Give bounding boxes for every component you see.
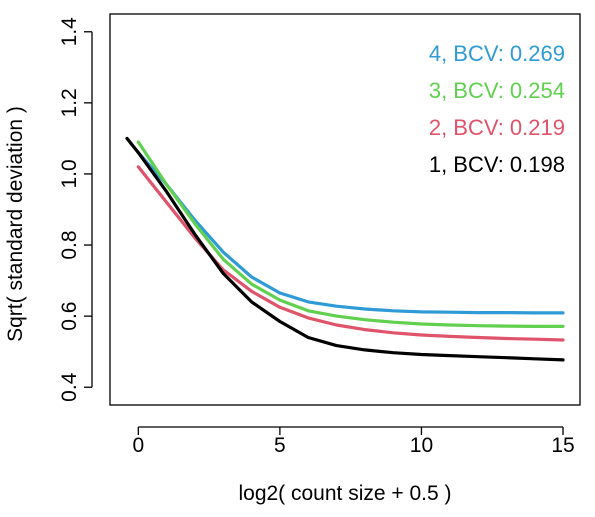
y-axis-label: Sqrt( standard deviation )	[4, 106, 27, 342]
y-tick-label: 0.6	[58, 302, 81, 331]
legend-entry: 3, BCV: 0.254	[429, 78, 565, 103]
x-tick-label: 0	[132, 434, 144, 457]
y-tick-label: 1.2	[58, 88, 81, 117]
x-tick-label: 5	[274, 434, 286, 457]
series-line	[136, 151, 565, 315]
y-tick-label: 1.0	[58, 159, 81, 188]
series-line	[125, 136, 565, 362]
x-axis: 0 5 10 15	[132, 426, 575, 457]
y-axis: 0.4 0.6 0.8 1.0 1.2 1.4	[58, 17, 93, 402]
y-tick-label: 0.4	[58, 372, 81, 402]
series-layer	[125, 136, 565, 362]
x-axis-label: log2( count size + 0.5 )	[238, 482, 451, 505]
y-tick-label: 1.4	[58, 17, 81, 47]
plot-frame	[109, 13, 581, 406]
y-tick-label: 0.8	[58, 230, 81, 259]
legend: 4, BCV: 0.269 3, BCV: 0.254 2, BCV: 0.219 1…	[429, 41, 565, 177]
legend-entry: 2, BCV: 0.219	[429, 115, 565, 140]
x-tick-label: 10	[410, 434, 433, 457]
legend-entry: 1, BCV: 0.198	[429, 152, 565, 177]
x-tick-label: 15	[551, 434, 574, 457]
legend-entry: 4, BCV: 0.269	[429, 41, 565, 66]
series-line	[136, 140, 565, 328]
